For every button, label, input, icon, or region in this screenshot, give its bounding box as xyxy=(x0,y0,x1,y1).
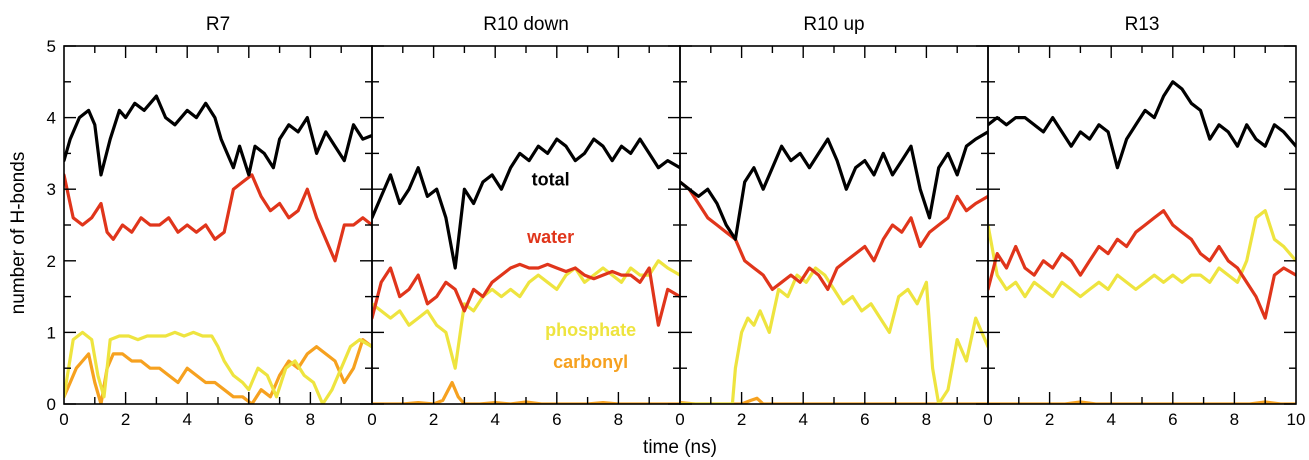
annotation-carbonyl: carbonyl xyxy=(553,352,628,372)
series-line-total xyxy=(372,137,680,270)
series-line-carbonyl xyxy=(64,338,372,404)
annotation-water: water xyxy=(526,227,574,247)
x-tick-label: 4 xyxy=(490,410,499,429)
x-tick-label: 6 xyxy=(1168,410,1177,429)
panel-frame xyxy=(371,45,681,405)
x-tick-label: 0 xyxy=(59,410,68,429)
series-group xyxy=(372,137,680,404)
x-tick-label: 0 xyxy=(367,410,376,429)
series-group xyxy=(64,94,372,404)
series-group xyxy=(680,130,988,404)
x-tick-label: 6 xyxy=(552,410,561,429)
panel-3: 0 2 4 6 8 10 R13 xyxy=(983,14,1305,429)
y-axis-label: number of H-bonds xyxy=(8,152,29,315)
panel-title: R13 xyxy=(1125,14,1160,35)
y-tick-label: 1 xyxy=(47,323,56,342)
y-tick-label: 2 xyxy=(47,252,56,271)
series-group xyxy=(988,80,1296,404)
x-tick-label: 8 xyxy=(1230,410,1239,429)
series-line-phosphate xyxy=(988,209,1296,299)
x-tick-label: 0 xyxy=(983,410,992,429)
x-tick-label: 0 xyxy=(675,410,684,429)
panel-0: 0 2 4 6 8 R7 xyxy=(59,14,373,429)
y-tick-label: 0 xyxy=(47,395,56,414)
y-tick-label: 5 xyxy=(47,37,56,56)
series-line-water xyxy=(988,209,1296,320)
x-tick-label: 6 xyxy=(244,410,253,429)
x-tick-label: 8 xyxy=(614,410,623,429)
annotation-total: total xyxy=(532,170,570,190)
annotation-phosphate: phosphate xyxy=(545,320,636,340)
panel-2: 0 2 4 6 8 R10 up xyxy=(675,14,989,429)
series-line-total xyxy=(680,130,988,241)
panel-title: R10 down xyxy=(483,14,569,35)
x-axis-label: time (ns) xyxy=(643,437,717,458)
series-line-water xyxy=(680,180,988,291)
x-tick-label: 10 xyxy=(1287,410,1306,429)
x-tick-label: 4 xyxy=(798,410,807,429)
series-line-total xyxy=(64,94,372,177)
x-tick-label: 2 xyxy=(121,410,130,429)
x-tick-label: 8 xyxy=(306,410,315,429)
series-line-water xyxy=(64,173,372,263)
x-tick-label: 4 xyxy=(182,410,191,429)
panel-title: R10 up xyxy=(803,14,864,35)
series-line-phosphate xyxy=(64,330,372,404)
panel-frame xyxy=(987,45,1297,405)
x-tick-label: 8 xyxy=(922,410,931,429)
series-line-phosphate xyxy=(680,266,988,404)
y-tick-label: 4 xyxy=(47,109,56,128)
y-tick-label: 3 xyxy=(47,180,56,199)
x-tick-label: 4 xyxy=(1106,410,1115,429)
x-tick-label: 6 xyxy=(860,410,869,429)
series-line-water xyxy=(372,262,680,327)
x-tick-label: 2 xyxy=(1045,410,1054,429)
panel-title: R7 xyxy=(206,14,230,35)
x-tick-label: 2 xyxy=(429,410,438,429)
panel-1: 0 2 4 6 8 R10 down xyxy=(367,14,681,429)
series-line-total xyxy=(988,80,1296,170)
x-tick-label: 2 xyxy=(737,410,746,429)
